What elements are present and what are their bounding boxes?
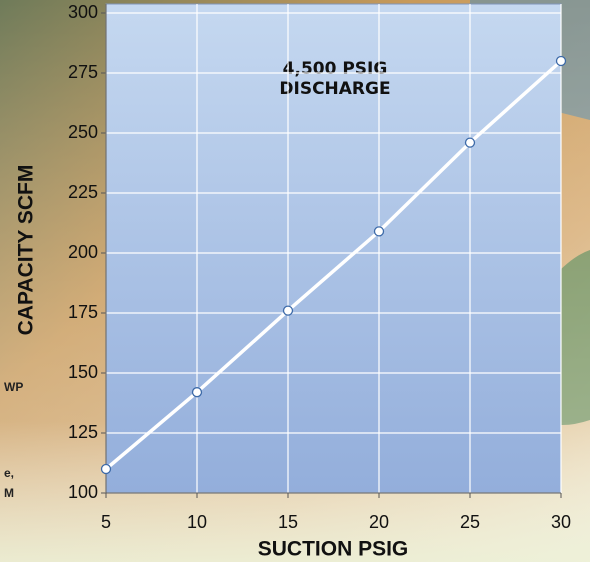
chart: SUCTION PSIG CAPACITY SCFM 4,500 PSIG DI… — [0, 0, 590, 562]
background-text: WP — [4, 380, 23, 394]
annotation: DISCHARGE — [279, 79, 390, 99]
annotation: 4,500 PSIG — [283, 59, 388, 79]
data-point — [102, 465, 111, 474]
data-point — [375, 227, 384, 236]
y-tick-label: 100 — [68, 482, 98, 502]
y-axis-title: CAPACITY SCFM — [15, 165, 38, 336]
x-axis-title: SUCTION PSIG — [258, 538, 409, 561]
background-text: M — [4, 486, 14, 500]
data-point — [193, 388, 202, 397]
y-tick-label: 150 — [68, 362, 98, 382]
y-tick-label: 250 — [68, 122, 98, 142]
data-point — [284, 306, 293, 315]
x-tick-label: 20 — [369, 512, 389, 532]
y-tick-label: 175 — [68, 302, 98, 322]
x-tick-label: 15 — [278, 512, 298, 532]
x-tick-label: 10 — [187, 512, 207, 532]
x-tick-label: 5 — [101, 512, 111, 532]
data-point — [557, 57, 566, 66]
page: {"chart_data": {"type": "line", "x_label… — [0, 0, 590, 562]
background-text: e, — [4, 466, 14, 480]
y-tick-label: 125 — [68, 422, 98, 442]
y-tick-label: 275 — [68, 62, 98, 82]
y-tick-label: 225 — [68, 182, 98, 202]
x-tick-label: 30 — [551, 512, 571, 532]
data-point — [466, 138, 475, 147]
y-tick-label: 300 — [68, 2, 98, 22]
x-tick-label: 25 — [460, 512, 480, 532]
y-tick-label: 200 — [68, 242, 98, 262]
